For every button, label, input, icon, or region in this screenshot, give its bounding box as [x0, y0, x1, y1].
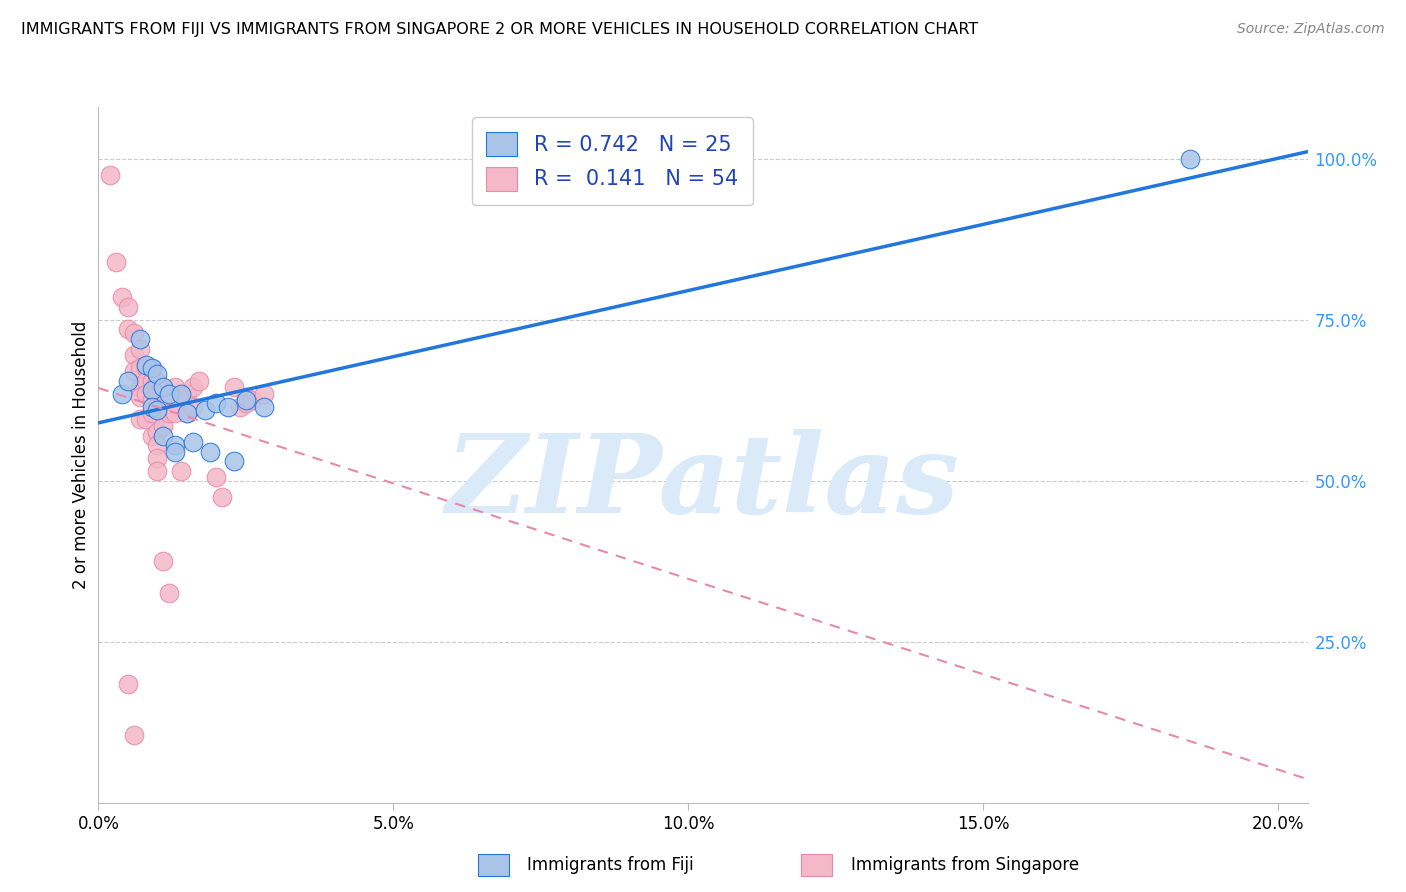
Point [135, 374, 157, 388]
Text: IMMIGRANTS FROM FIJI VS IMMIGRANTS FROM SINGAPORE 2 OR MORE VEHICLES IN HOUSEHOL: IMMIGRANTS FROM FIJI VS IMMIGRANTS FROM … [21, 22, 979, 37]
Point [141, 360, 163, 375]
Point [165, 444, 187, 458]
Point [135, 358, 157, 372]
Point [128, 380, 150, 394]
Point [135, 386, 157, 401]
Point [141, 384, 163, 398]
Point [128, 342, 150, 356]
Point [117, 300, 139, 314]
Text: Immigrants from Fiji: Immigrants from Fiji [527, 856, 695, 874]
Point [141, 406, 163, 420]
Point [141, 400, 163, 414]
Point [235, 390, 257, 404]
Point [128, 360, 150, 375]
Point [141, 428, 163, 442]
Point [152, 554, 174, 568]
Point [152, 428, 174, 442]
Point [146, 451, 169, 466]
Point [235, 393, 257, 408]
Point [141, 360, 163, 375]
Point [146, 368, 169, 382]
Point [176, 406, 198, 420]
Point [181, 435, 204, 450]
Point [165, 406, 187, 420]
Point [152, 406, 174, 420]
Point [240, 393, 263, 408]
Point [165, 438, 187, 452]
Point [146, 438, 169, 452]
Point [157, 406, 180, 420]
Point [170, 464, 193, 478]
Text: Source: ZipAtlas.com: Source: ZipAtlas.com [1237, 22, 1385, 37]
Point [229, 400, 252, 414]
Point [117, 676, 139, 690]
Point [128, 332, 150, 346]
Point [157, 386, 180, 401]
Point [98, 168, 121, 182]
Point [211, 490, 233, 504]
Point [235, 396, 257, 410]
Point [176, 406, 198, 420]
Y-axis label: 2 or more Vehicles in Household: 2 or more Vehicles in Household [72, 321, 90, 589]
Point [217, 400, 239, 414]
Point [117, 322, 139, 336]
Point [111, 290, 134, 304]
Point [135, 360, 157, 375]
Point [105, 254, 128, 268]
Legend: R = 0.742   N = 25, R =  0.141   N = 54: R = 0.742 N = 25, R = 0.141 N = 54 [471, 118, 754, 205]
Point [222, 380, 245, 394]
Point [141, 393, 163, 408]
Point [141, 374, 163, 388]
Point [200, 444, 222, 458]
Point [194, 402, 217, 417]
Point [117, 374, 139, 388]
Point [252, 386, 274, 401]
Point [122, 364, 145, 378]
Point [187, 374, 209, 388]
Point [128, 412, 150, 426]
Point [122, 728, 145, 742]
Point [146, 402, 169, 417]
Text: Immigrants from Singapore: Immigrants from Singapore [851, 856, 1078, 874]
Point [181, 380, 204, 394]
Point [181, 400, 204, 414]
Point [128, 390, 150, 404]
Text: ZIPatlas: ZIPatlas [446, 429, 960, 536]
Point [252, 400, 274, 414]
Point [170, 386, 193, 401]
Point [176, 386, 198, 401]
Point [205, 396, 228, 410]
Point [146, 400, 169, 414]
Point [152, 393, 174, 408]
Point [1178, 152, 1201, 166]
Point [146, 386, 169, 401]
Point [152, 380, 174, 394]
Point [205, 470, 228, 484]
Point [146, 374, 169, 388]
Point [146, 464, 169, 478]
Point [146, 425, 169, 440]
Point [122, 348, 145, 362]
Point [135, 412, 157, 426]
Point [152, 419, 174, 434]
Point [165, 380, 187, 394]
Point [157, 393, 180, 408]
Point [222, 454, 245, 468]
Point [122, 326, 145, 340]
Point [111, 386, 134, 401]
Point [157, 586, 180, 600]
